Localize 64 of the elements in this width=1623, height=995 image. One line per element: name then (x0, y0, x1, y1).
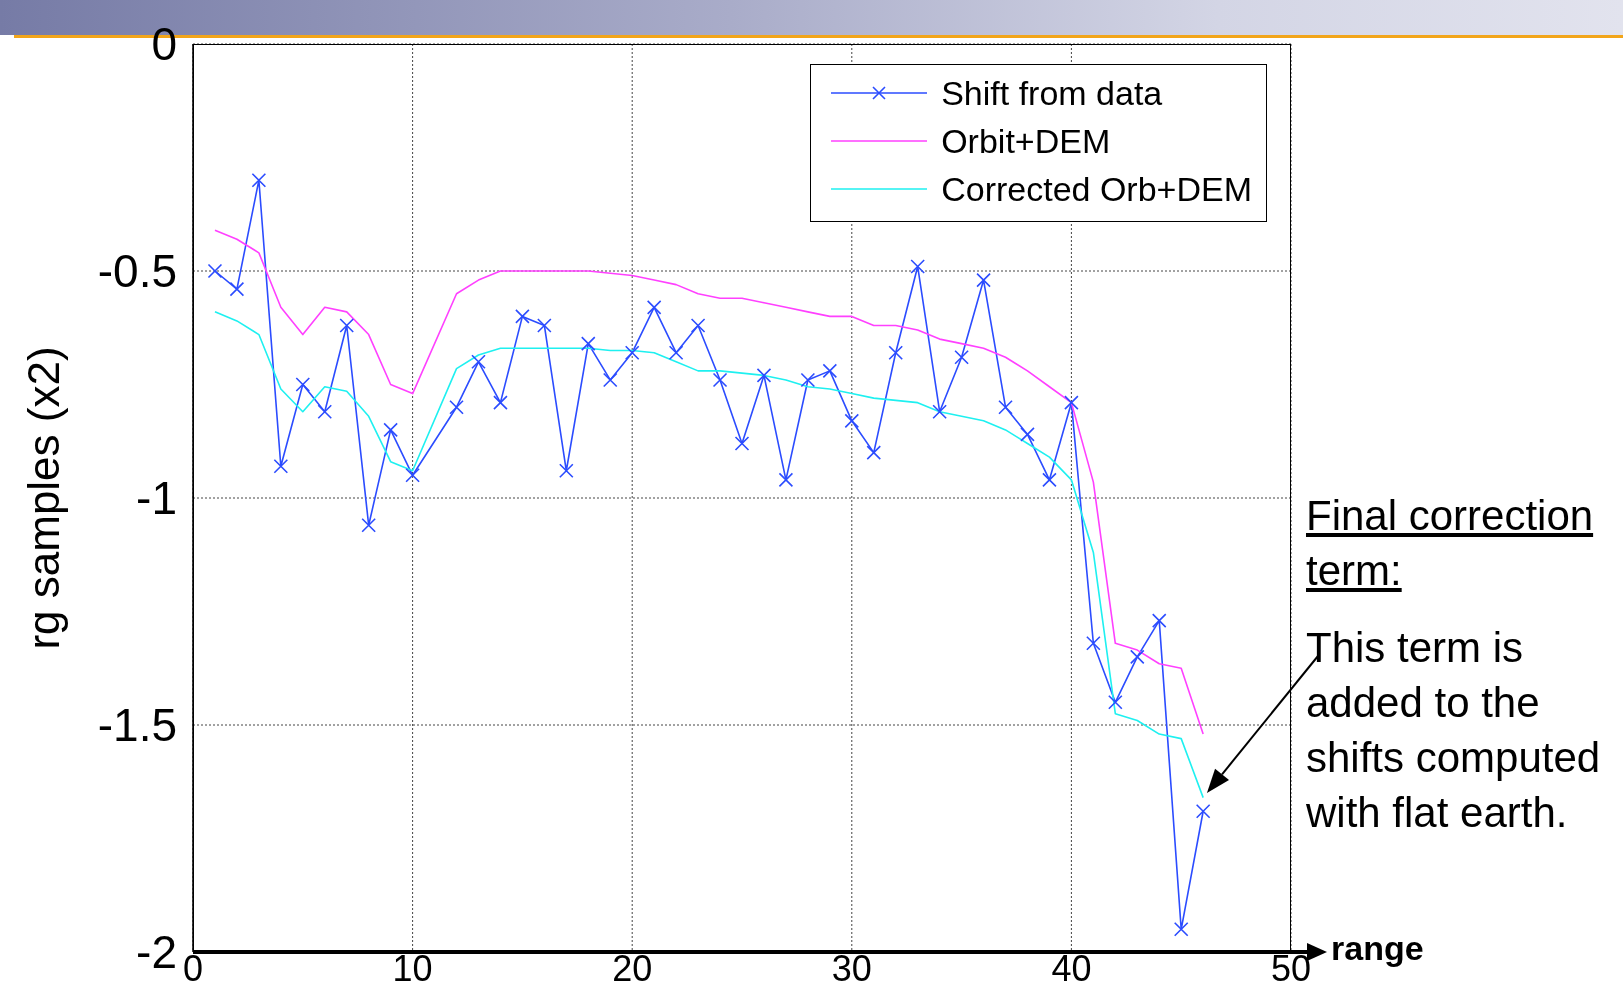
point (734, 436, 750, 451)
text: Final correction term: (1306, 491, 1595, 596)
point (405, 468, 420, 483)
point (910, 259, 925, 274)
line-series (214, 229, 1204, 735)
x-axis-title: range (1331, 928, 1424, 968)
x-tick-label: 0 (182, 947, 204, 989)
point (602, 372, 618, 388)
point (207, 263, 223, 279)
x-tick-label: 40 (1051, 947, 1092, 989)
point (1042, 472, 1057, 488)
point (361, 517, 376, 533)
point (822, 363, 838, 379)
point (976, 272, 991, 288)
line-series (214, 311, 1204, 799)
point (888, 345, 904, 361)
point (580, 336, 596, 351)
point (932, 404, 947, 420)
point (229, 281, 245, 297)
point (712, 372, 728, 388)
y-axis-title: rg samples (x2) (19, 346, 69, 650)
point (646, 300, 662, 315)
point (1129, 649, 1145, 665)
point (690, 318, 706, 333)
point (778, 472, 794, 488)
point (273, 458, 289, 474)
point (1151, 613, 1167, 628)
y-tick-label: -1 (136, 472, 177, 525)
legend-label: Orbit+DEM (941, 121, 1111, 161)
x-tick-label: 10 (392, 947, 433, 989)
point (515, 309, 530, 324)
point (559, 463, 574, 479)
legend-label: Shift from data (941, 73, 1163, 113)
point (317, 404, 333, 420)
point (1086, 635, 1101, 651)
point (251, 172, 267, 188)
point (624, 345, 640, 361)
y-tick-label: -2 (136, 926, 177, 979)
y-tick-label: -0.5 (97, 245, 177, 298)
point (756, 368, 772, 383)
point (1064, 395, 1079, 410)
x-tick-label: 30 (831, 947, 872, 989)
point (295, 377, 311, 392)
legend-label: Corrected Orb+DEM (941, 169, 1252, 209)
point (383, 422, 398, 438)
y-tick-label: -1.5 (97, 699, 177, 752)
point (1020, 427, 1035, 442)
point (954, 349, 969, 365)
point (1108, 695, 1123, 710)
point (537, 318, 552, 333)
point (866, 445, 882, 460)
point (668, 345, 684, 361)
point (471, 354, 486, 370)
point (339, 318, 355, 333)
point (1195, 803, 1211, 819)
x-tick-label: 20 (612, 947, 653, 989)
point (844, 413, 860, 429)
point (493, 395, 508, 410)
point (449, 399, 464, 415)
point (1173, 922, 1189, 937)
point (800, 372, 816, 388)
annotation: This term is added to the shifts computed with flat earth. (1306, 623, 1602, 838)
x-tick-label: 50 (1270, 947, 1312, 989)
point (998, 399, 1013, 415)
